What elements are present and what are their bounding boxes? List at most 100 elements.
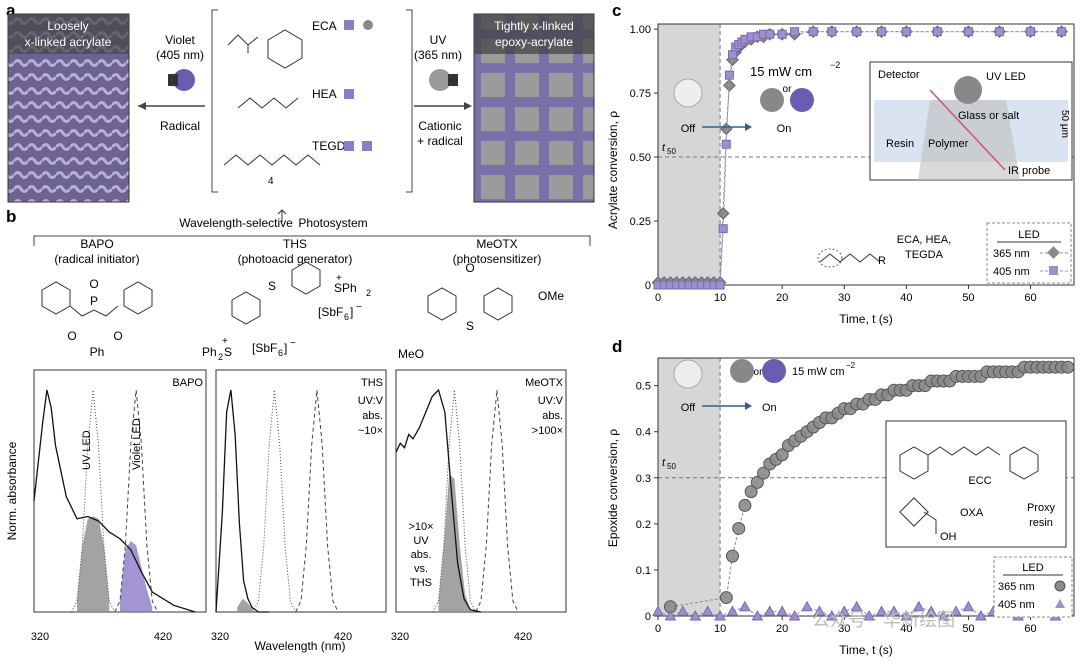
hea-structure (237, 97, 299, 109)
d-oxa-label: OXA (960, 507, 984, 519)
spectrum-uv-led-line (252, 389, 297, 613)
d-ecc-ring-left (899, 446, 929, 480)
cationic-label-1: Cationic (418, 119, 461, 133)
d-ytick-label: 0.4 (636, 427, 651, 439)
ths-sbf6-2-sub: 6 (278, 348, 283, 358)
c-t50: t (662, 142, 666, 154)
spectrum-violet-led-line (295, 389, 339, 613)
panel-letter-a: a (6, 1, 16, 20)
ths-sbf6-1-close: ] (350, 305, 353, 319)
ths-ph2s-sub: 2 (218, 352, 223, 362)
xtick-bapo-320: 320 (31, 631, 49, 643)
d-series-365nm-point (738, 498, 752, 512)
d-power: 15 mW cm (792, 366, 845, 378)
meotx-ring-left (427, 287, 457, 321)
hea-label: HEA (312, 87, 337, 101)
c-xtick-label: 20 (776, 292, 788, 304)
bapo-p: P (90, 294, 98, 308)
tight-label-2: epoxy-acrylate (495, 35, 573, 49)
d-legend-title: LED (1022, 562, 1043, 574)
loose-label-bg (8, 14, 129, 54)
meotx-ome: OMe (538, 289, 564, 303)
c-series-405nm-point (808, 27, 818, 37)
c-series-405nm-point (1026, 27, 1036, 37)
bapo-uv-overlap-fill (77, 516, 110, 612)
d-series-405nm-point (664, 609, 677, 621)
c-series-365nm-point (719, 122, 733, 136)
radical-label: Radical (160, 119, 200, 133)
tegda-label: TEGDA (312, 139, 353, 153)
d-series-365nm-point (757, 466, 771, 480)
d-ylabel: Epoxide conversion, ρ (606, 429, 620, 547)
xtick-ths-320: 320 (211, 631, 229, 643)
d-on: On (762, 402, 777, 414)
d-power-exp: −2 (846, 361, 856, 370)
meotx-ring-right (483, 287, 513, 321)
c-ytick-label: 0.25 (630, 216, 651, 228)
spectrum-frame-bapo (33, 369, 207, 613)
d-arrow-head-icon (745, 402, 752, 410)
d-oxa-ring (899, 497, 929, 527)
c-inset-polymer: Polymer (928, 138, 969, 150)
eca-circle-icon (363, 20, 373, 30)
ths-note-2: abs. (362, 410, 383, 422)
meotx-note-3: >100× (532, 425, 563, 437)
photosystem-label: Wavelength-selective (179, 216, 293, 230)
c-monomer-note-1: ECA, HEA, (897, 234, 951, 246)
d-ecc-ring-right (1009, 446, 1039, 480)
c-axes-frame (657, 23, 1075, 286)
c-series-405nm-point (852, 27, 862, 37)
c-acrylate-structure (819, 253, 881, 263)
bapo-role: (radical initiator) (54, 252, 139, 266)
c-inset-thickness: 50 μm (1059, 110, 1070, 138)
meotx-meo: MeO (398, 347, 424, 361)
c-inset-ir-line (929, 89, 1006, 171)
cationic-arrow-head-icon (464, 102, 472, 110)
d-ytick-label: 0.5 (636, 381, 651, 393)
meotx-role: (photosensitizer) (453, 252, 542, 266)
c-inset-led-icon (954, 76, 982, 104)
meotx-note-2: abs. (542, 410, 563, 422)
bapo-o-right: O (113, 329, 122, 343)
panel-b: b Wavelength-selective Photosystem BAPO … (5, 207, 591, 653)
spectrum-frame-ths (215, 369, 387, 613)
bapo-name: BAPO (80, 237, 113, 251)
spectrum-bapo-line (33, 389, 196, 613)
ths-minus-1: − (356, 302, 362, 313)
d-xtick-label: 20 (776, 623, 788, 635)
meotx-inner-1: >10× (408, 521, 433, 533)
d-series-405nm-point (875, 605, 888, 616)
panel-letter-b: b (6, 207, 16, 226)
d-xtick-label: 60 (1024, 623, 1036, 635)
d-series-405nm-point (689, 609, 702, 621)
photosystem-bracket (33, 235, 591, 246)
ths-plus-1: + (336, 273, 342, 284)
uv-label-2: (365 nm) (414, 48, 462, 62)
d-series-365nm-point (775, 448, 789, 462)
meotx-uv-overlap-fill (438, 474, 471, 612)
c-xtick-label: 50 (962, 292, 974, 304)
d-series-405nm-point (739, 600, 751, 612)
d-series-405nm-point (838, 605, 851, 616)
d-proxy-2: resin (1029, 517, 1053, 529)
c-led-uv-icon (760, 88, 784, 112)
ths-sbf6-1: [SbF (318, 305, 343, 319)
d-legend-marker-365 (1054, 580, 1066, 592)
spectrum-ths-line (215, 389, 270, 613)
d-t50: t (662, 457, 666, 469)
spectra-group (33, 369, 567, 613)
ths-minus-2: − (290, 338, 296, 349)
violet-led-base-icon (168, 74, 178, 86)
c-or: or (783, 84, 793, 95)
d-series-405nm-point (826, 609, 838, 621)
bapo-violet-overlap-fill (120, 540, 153, 612)
d-xlabel: Time, t (s) (839, 643, 893, 657)
c-series-405nm-point (1057, 27, 1067, 37)
d-legend-item-365: 365 nm (998, 581, 1035, 593)
c-ytick-label: 0.75 (630, 88, 651, 100)
c-led-violet-icon (790, 88, 814, 112)
c-inset-glass: Glass or salt (958, 110, 1019, 122)
d-series-405nm-point (652, 605, 664, 616)
eca-ring (267, 29, 303, 69)
tegda-subscript: 4 (268, 176, 274, 187)
